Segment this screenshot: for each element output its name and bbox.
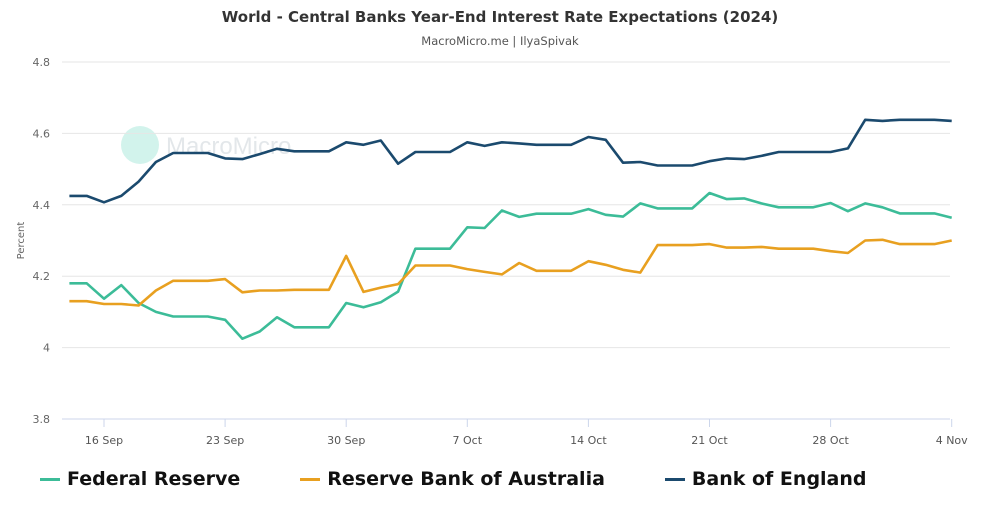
legend-swatch: [664, 477, 685, 481]
x-tick-label: 28 Oct: [812, 434, 849, 447]
y-axis-label: Percent: [16, 222, 27, 260]
series-line-federal-reserve: [69, 191, 953, 340]
watermark-logo-icon: [121, 126, 159, 164]
y-tick-label: 4.6: [33, 127, 51, 140]
y-tick-label: 4.2: [33, 270, 51, 283]
x-tick-label: 7 Oct: [453, 434, 483, 447]
y-tick-label: 4: [43, 342, 50, 355]
y-tick-label: 4.4: [33, 199, 51, 212]
legend-label: Reserve Bank of Australia: [327, 468, 605, 490]
watermark-text: MacroMicro: [166, 133, 291, 160]
legend-swatch: [300, 477, 321, 481]
series-line-reserve-bank-of-australia: [69, 238, 952, 307]
series-line-bank-of-england: [69, 118, 952, 204]
legend-item-boe[interactable]: Bank of England: [664, 468, 867, 490]
legend-label: Bank of England: [691, 468, 867, 490]
y-tick-label: 4.8: [33, 56, 51, 69]
chart-subtitle: MacroMicro.me | IlyaSpivak: [421, 34, 579, 48]
x-tick-label: 16 Sep: [85, 434, 123, 447]
x-tick-label: 21 Oct: [691, 434, 728, 447]
y-tick-label: 3.8: [33, 413, 51, 426]
x-tick-label: 23 Sep: [206, 434, 244, 447]
legend-swatch: [40, 477, 60, 481]
legend-item-rba[interactable]: Reserve Bank of Australia: [300, 468, 605, 490]
chart-title: World - Central Banks Year-End Interest …: [221, 8, 779, 26]
legend: Federal Reserve Reserve Bank of Australi…: [40, 468, 927, 490]
x-tick-label: 30 Sep: [327, 434, 365, 447]
legend-label: Federal Reserve: [67, 468, 241, 490]
x-tick-label: 14 Oct: [570, 434, 607, 447]
legend-item-federal-reserve[interactable]: Federal Reserve: [40, 468, 240, 490]
x-tick-label: 4 Nov: [936, 434, 968, 447]
